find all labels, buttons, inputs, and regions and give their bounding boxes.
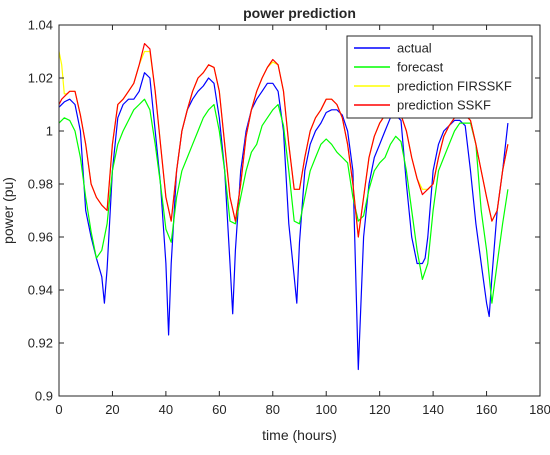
series-line-3 — [58, 42, 509, 238]
y-tick-label: 0.94 — [28, 283, 53, 298]
series-line-1 — [58, 98, 509, 304]
y-axis-label: power (pu) — [0, 177, 16, 244]
series-layer — [58, 42, 509, 371]
x-tick-label: 160 — [476, 402, 498, 417]
x-tick-label: 40 — [159, 402, 173, 417]
y-tick-label: 0.92 — [28, 336, 53, 351]
legend: actual forecast prediction FIRSSKF predicti… — [346, 35, 533, 119]
y-tick-label: 1.04 — [28, 18, 53, 33]
y-tick-label: 0.96 — [28, 230, 53, 245]
y-tick-label: 1.02 — [28, 71, 53, 86]
y-tick-label: 1 — [46, 124, 53, 139]
legend-label-3: prediction SSKF — [397, 98, 491, 113]
x-tick-label: 60 — [212, 402, 226, 417]
ticks-layer: 0 20 40 60 80 100 120 140 160 180 0.9 0.92 0.94 0.96 0… — [28, 18, 550, 418]
series-line-0 — [58, 72, 509, 371]
x-tick-label: 80 — [266, 402, 280, 417]
plot-frame — [58, 24, 541, 397]
x-tick-label: 180 — [529, 402, 550, 417]
x-tick-label: 120 — [369, 402, 391, 417]
x-tick-label: 100 — [315, 402, 337, 417]
legend-label-1: forecast — [397, 60, 444, 75]
y-tick-label: 0.9 — [35, 389, 53, 404]
x-tick-label: 0 — [55, 402, 62, 417]
legend-label-0: actual — [397, 41, 432, 56]
y-tick-label: 0.98 — [28, 177, 53, 192]
x-axis-label: time (hours) — [262, 427, 337, 443]
x-tick-label: 20 — [105, 402, 119, 417]
legend-label-2: prediction FIRSSKF — [397, 79, 512, 94]
chart-title: power prediction — [243, 5, 356, 21]
x-tick-label: 140 — [422, 402, 444, 417]
